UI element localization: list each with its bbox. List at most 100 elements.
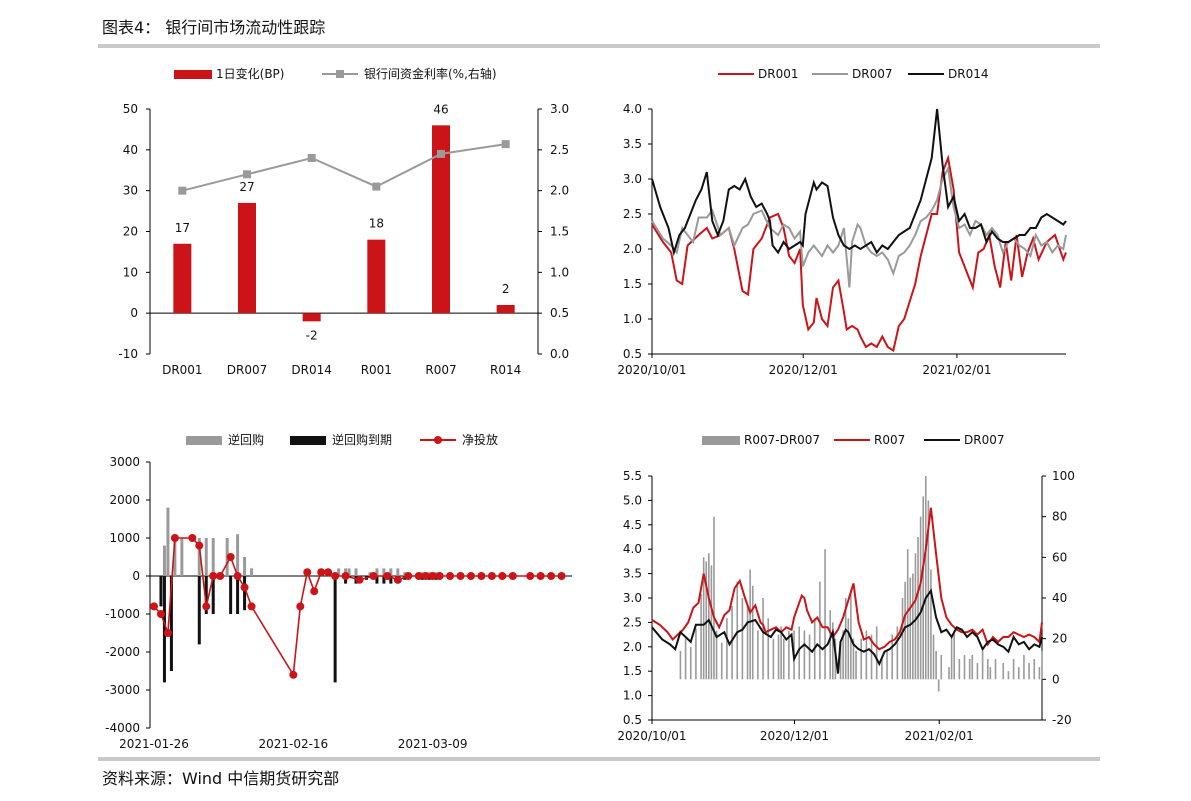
- net-marker: [289, 670, 298, 679]
- repo-bar: [347, 568, 351, 576]
- net-marker: [296, 602, 305, 611]
- legend-net-marker: [434, 436, 442, 444]
- spread-bar: [808, 634, 811, 680]
- spread-bar: [782, 638, 785, 680]
- legend-r007-label: R007: [874, 433, 905, 447]
- y-tick-label: 0.5: [623, 347, 642, 361]
- bar-value-label: 17: [175, 221, 190, 235]
- legend-line-marker: [336, 70, 344, 78]
- repo-bar: [236, 534, 240, 576]
- spread-bar: [850, 589, 852, 680]
- net-marker: [456, 572, 465, 580]
- spread-bar: [917, 537, 919, 680]
- series-dr007: [651, 165, 1067, 288]
- bar-dr007: [238, 202, 256, 314]
- spread-bar: [751, 585, 754, 680]
- y-left-tick-label: 50: [123, 102, 138, 116]
- net-marker: [209, 572, 218, 580]
- maturity-bar: [229, 576, 233, 614]
- repo-bar: [389, 568, 393, 576]
- spread-bar: [731, 606, 733, 680]
- rate-marker: [372, 182, 381, 191]
- repo-bar: [375, 568, 379, 576]
- x-tick-label: 2020/10/01: [617, 729, 686, 743]
- spread-bar: [922, 496, 924, 680]
- spread-bar: [948, 667, 950, 680]
- spread-bar: [1017, 667, 1020, 680]
- spread-bar: [824, 549, 826, 680]
- spread-bar: [937, 679, 940, 692]
- y-left-tick-label: 0.5: [623, 713, 642, 727]
- figure-title: 图表4： 银行间市场流动性跟踪: [102, 18, 326, 37]
- repo-bar: [250, 568, 254, 576]
- y-left-tick-label: 30: [123, 184, 138, 198]
- spread-bar: [927, 500, 930, 680]
- spread-bar: [741, 598, 744, 680]
- spread-bar: [950, 634, 953, 680]
- spread-bar: [940, 654, 943, 680]
- y-right-tick-label: 80: [1052, 510, 1067, 524]
- repo-bar: [243, 557, 247, 576]
- y-right-tick-label: 40: [1052, 591, 1067, 605]
- y-right-tick-label: 2.0: [550, 184, 569, 198]
- y-left-tick-label: 20: [123, 225, 138, 239]
- net-marker: [317, 568, 326, 577]
- bottom-rule: [98, 757, 1100, 761]
- spread-bar: [932, 634, 935, 680]
- repo-bar: [337, 568, 341, 576]
- legend-maturity-label: 逆回购到期: [332, 432, 392, 447]
- bar-r001: [367, 239, 386, 314]
- repo-bar: [180, 538, 184, 576]
- spread-bar: [963, 654, 966, 680]
- maturity-bar: [236, 576, 240, 614]
- x-tick-label: DR001: [162, 363, 202, 377]
- y-right-tick-label: 100: [1052, 469, 1075, 483]
- net-marker: [498, 572, 507, 580]
- net-marker: [240, 583, 249, 592]
- spread-bar: [695, 628, 697, 680]
- maturity-bar: [389, 576, 393, 584]
- net-marker: [331, 572, 340, 580]
- net-marker: [435, 572, 444, 580]
- spread-bar: [919, 516, 922, 680]
- spread-bar: [819, 581, 821, 680]
- net-marker: [226, 553, 235, 561]
- bar-value-label: 46: [433, 102, 448, 116]
- x-tick-label: 2020/12/01: [760, 729, 829, 743]
- spread-bar: [860, 638, 863, 680]
- series-dr001: [651, 154, 1067, 353]
- maturity-bar: [243, 576, 247, 611]
- series-dr014: [651, 108, 1067, 257]
- y-tick-label: 1000: [109, 531, 140, 545]
- y-tick-label: 2.5: [623, 207, 642, 221]
- spread-bar: [886, 650, 888, 680]
- x-tick-label: DR014: [291, 363, 331, 377]
- rate-line: [182, 143, 506, 192]
- net-marker: [536, 572, 545, 580]
- maturity-bar: [169, 576, 173, 671]
- spread-bar: [971, 654, 974, 680]
- net-marker: [393, 575, 402, 584]
- spread-bar: [726, 618, 728, 680]
- y-tick-label: -2000: [105, 645, 140, 659]
- x-tick-label: 2021/02/01: [905, 729, 974, 743]
- legend-repo-swatch: [186, 436, 222, 445]
- y-left-tick-label: 10: [123, 265, 138, 279]
- series-dr007: [651, 588, 1043, 674]
- spread-bar: [847, 618, 850, 680]
- y-left-tick-label: 3.0: [623, 591, 642, 605]
- spread-bar: [710, 565, 713, 680]
- y-left-tick-label: 1.0: [623, 689, 642, 703]
- spread-bar: [855, 650, 857, 680]
- maturity-bar: [375, 576, 379, 584]
- spread-bar: [772, 638, 775, 680]
- maturity-bar: [333, 576, 337, 683]
- spread-bar: [1038, 667, 1041, 680]
- net-marker: [202, 602, 211, 611]
- net-marker: [310, 587, 319, 596]
- net-marker: [383, 572, 392, 580]
- net-marker: [216, 572, 225, 580]
- x-tick-label: 2021-01-26: [119, 737, 189, 751]
- repo-bar: [204, 538, 208, 576]
- legend-maturity-swatch: [290, 436, 326, 445]
